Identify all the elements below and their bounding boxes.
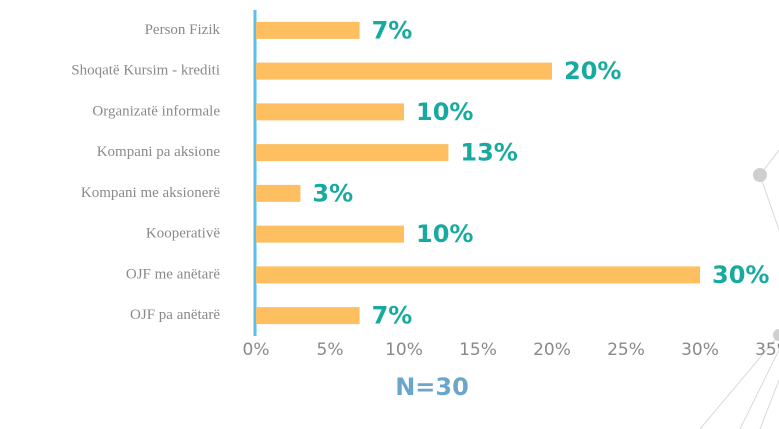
category-label: OJF me anëtarë — [126, 266, 220, 282]
x-tick-label: 0% — [243, 340, 270, 360]
annotation: N=30 — [395, 373, 469, 401]
x-tick-label: 5% — [317, 340, 344, 360]
bar — [256, 144, 449, 162]
value-label: 30% — [712, 261, 769, 289]
x-tick-label: 25% — [607, 340, 645, 360]
bar — [256, 184, 301, 202]
bar — [256, 62, 552, 80]
category-label: Person Fizik — [145, 22, 221, 38]
category-label: Kompani pa aksione — [97, 144, 221, 160]
value-label: 10% — [416, 220, 473, 248]
bar — [256, 21, 360, 39]
x-tick-label: 30% — [681, 340, 719, 360]
value-label: 3% — [312, 179, 353, 207]
x-tick-label: 10% — [385, 340, 423, 360]
x-tick-label: 15% — [459, 340, 497, 360]
category-label: Kompani me aksionerë — [81, 185, 220, 201]
bar — [256, 225, 404, 243]
value-label: 20% — [564, 57, 621, 85]
value-label: 13% — [460, 139, 517, 167]
decoration — [699, 149, 779, 429]
category-label: Kooperativë — [146, 226, 220, 242]
value-label: 10% — [416, 98, 473, 126]
value-label: 7% — [372, 16, 413, 44]
bar — [256, 307, 360, 325]
category-label: Shoqatë Kursim - krediti — [71, 63, 220, 79]
category-label: Organizatë informale — [92, 103, 220, 119]
category-label: OJF pa anëtarë — [130, 307, 220, 323]
value-label: 7% — [372, 302, 413, 330]
bar — [256, 103, 404, 121]
x-tick-label: 35% — [755, 340, 779, 360]
x-tick-label: 20% — [533, 340, 571, 360]
bar — [256, 266, 700, 284]
